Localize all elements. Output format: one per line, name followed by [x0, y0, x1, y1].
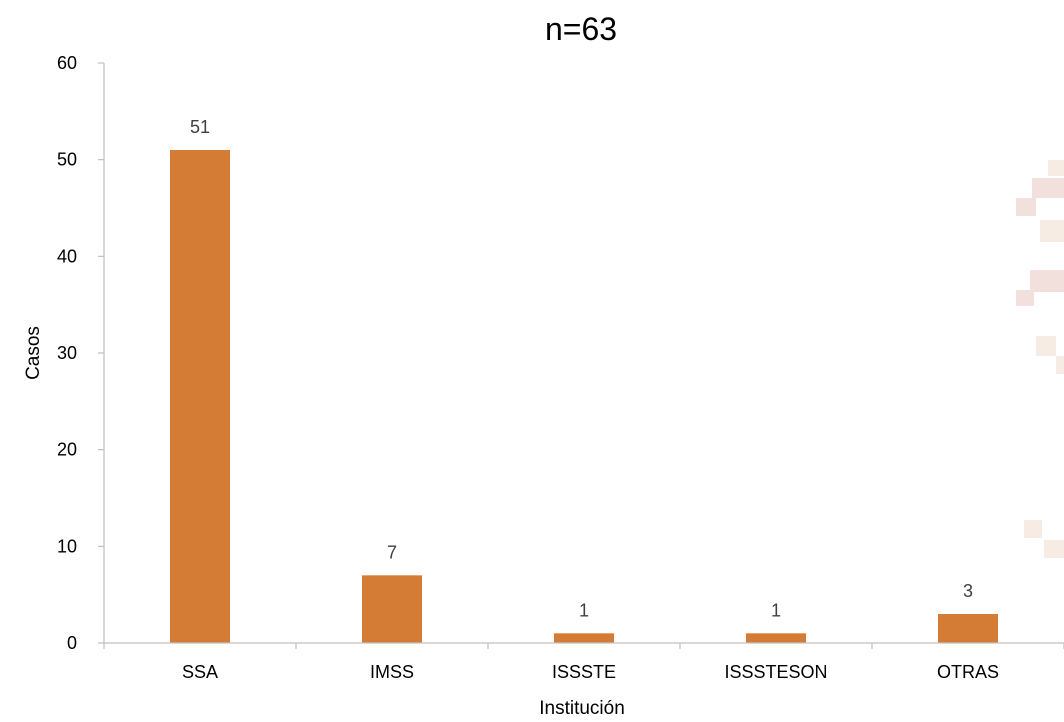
chart-title: n=63 — [545, 11, 617, 47]
data-label-isssteson: 1 — [771, 600, 781, 620]
y-axis-ticks: 0 10 20 30 40 50 60 — [57, 53, 104, 653]
x-tick-label-imss: IMSS — [370, 662, 414, 682]
data-labels: 51 7 1 1 3 — [190, 117, 973, 620]
x-tick-label-isssteson: ISSSTESON — [724, 662, 827, 682]
y-tick-label: 40 — [57, 246, 77, 266]
data-label-issste: 1 — [579, 600, 589, 620]
y-tick-label: 50 — [57, 150, 77, 170]
x-axis-ticks: SSA IMSS ISSSTE ISSSTESON OTRAS — [103, 643, 1064, 682]
bar-issste — [554, 633, 614, 643]
bar-isssteson — [746, 633, 806, 643]
data-label-ssa: 51 — [190, 117, 210, 137]
x-axis-label: Institución — [539, 698, 625, 719]
x-tick-label-otras: OTRAS — [937, 662, 999, 682]
y-axis-label: Casos — [23, 326, 44, 380]
x-tick-label-issste: ISSSTE — [552, 662, 616, 682]
y-tick-label: 30 — [57, 343, 77, 363]
y-tick-label: 20 — [57, 440, 77, 460]
bars — [170, 150, 998, 643]
data-label-otras: 3 — [963, 581, 973, 601]
bar-otras — [938, 614, 998, 643]
bar-imss — [362, 575, 422, 643]
y-tick-label: 10 — [57, 536, 77, 556]
data-label-imss: 7 — [387, 542, 397, 562]
y-tick-label: 60 — [57, 53, 77, 73]
bar-ssa — [170, 150, 230, 643]
x-tick-label-ssa: SSA — [182, 662, 218, 682]
background-watermark — [1016, 160, 1064, 558]
y-tick-label: 0 — [67, 633, 77, 653]
